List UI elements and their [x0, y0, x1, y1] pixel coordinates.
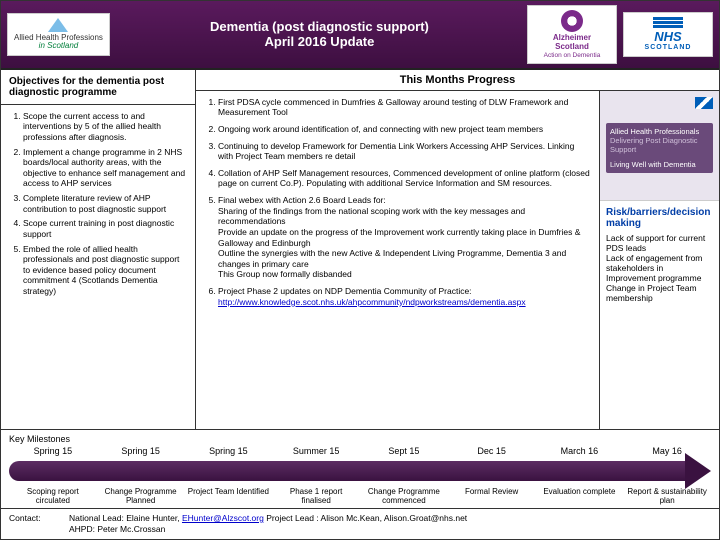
objective-item: Scope current training in post diagnosti… — [23, 218, 187, 239]
progress-item5-lead: Final webex with Action 2.6 Board Leads … — [218, 195, 386, 205]
contact-row: Contact: National Lead: Elaine Hunter, E… — [1, 508, 719, 539]
ms-label: Project Team Identified — [185, 488, 273, 506]
logo-ahp-sub: in Scotland — [14, 42, 103, 51]
progress-item5-line: Outline the synergies with the new Activ… — [218, 248, 566, 269]
progress-item5-line: This Group now formally disbanded — [218, 269, 352, 279]
ms-label: Scoping report circulated — [9, 488, 97, 506]
content-row: Objectives for the dementia post diagnos… — [1, 70, 719, 430]
logo-alzheimer: Alzheimer Scotland Action on Dementia — [527, 5, 617, 64]
objective-item: Implement a change programme in 2 NHS bo… — [23, 147, 187, 190]
triangle-icon — [48, 18, 68, 32]
alz-bot: Scotland — [534, 43, 610, 52]
contact-natlead-name: Elaine Hunter, — [126, 513, 179, 523]
contact-ahpd-label: AHPD: — [69, 524, 95, 534]
progress-list: First PDSA cycle commenced in Dumfries &… — [196, 91, 599, 430]
logo-nhs: NHS SCOTLAND — [623, 12, 713, 57]
nhs-text: NHS — [630, 30, 706, 44]
nhs-sub: SCOTLAND — [630, 44, 706, 52]
ms-date: Spring 15 — [185, 446, 273, 456]
ms-label: Change Programme Planned — [97, 488, 185, 506]
ms-date: Sept 15 — [360, 446, 448, 456]
progress-item: Final webex with Action 2.6 Board Leads … — [218, 195, 591, 280]
progress-heading: This Months Progress — [196, 70, 719, 91]
progress-item6-lead: Project Phase 2 updates on NDP Dementia … — [218, 286, 472, 296]
progress-item5-line: Sharing of the findings from the nationa… — [218, 206, 525, 227]
progress-item5-line: Provide an update on the progress of the… — [218, 227, 580, 248]
title-line1: Dementia (post diagnostic support) — [118, 19, 521, 35]
ms-date: Dec 15 — [448, 446, 536, 456]
contact-email-link[interactable]: EHunter@Alzscot.org — [182, 513, 264, 523]
risk-title: Risk/barriers/decision making — [606, 207, 713, 229]
side-img-text1: Allied Health Professionals — [610, 127, 709, 136]
objectives-list: Scope the current access to and interven… — [9, 111, 187, 297]
milestone-labels-row: Scoping report circulated Change Program… — [9, 488, 711, 506]
alz-tag: Action on Dementia — [534, 52, 610, 59]
risk-panel: Risk/barriers/decision making Lack of su… — [600, 201, 719, 309]
side-img-text3: Living Well with Dementia — [610, 160, 709, 169]
progress-item: Project Phase 2 updates on NDP Dementia … — [218, 286, 591, 307]
nhs-bars-icon — [630, 17, 706, 28]
objective-item: Embed the role of allied health professi… — [23, 244, 187, 297]
objective-item: Scope the current access to and interven… — [23, 111, 187, 143]
contact-label: Contact: — [9, 513, 69, 535]
milestone-dates-row: Spring 15 Spring 15 Spring 15 Summer 15 … — [9, 446, 711, 456]
title-line2: April 2016 Update — [118, 34, 521, 50]
right-area: This Months Progress First PDSA cycle co… — [196, 70, 719, 430]
progress-link[interactable]: http://www.knowledge.scot.nhs.uk/ahpcomm… — [218, 297, 526, 307]
risk-body: Lack of support for current PDS leads La… — [606, 233, 713, 303]
logo-ahp: Allied Health Professions in Scotland — [7, 13, 110, 57]
objective-item: Complete literature review of AHP contri… — [23, 193, 187, 214]
progress-item: Continuing to develop Framework for Deme… — [218, 141, 591, 162]
ms-date: Spring 15 — [97, 446, 185, 456]
progress-row: First PDSA cycle commenced in Dumfries &… — [196, 91, 719, 430]
ms-label: Phase 1 report finalised — [272, 488, 360, 506]
contact-content: National Lead: Elaine Hunter, EHunter@Al… — [69, 513, 467, 535]
objectives-body: Scope the current access to and interven… — [1, 105, 195, 430]
arrow-body — [9, 461, 685, 481]
header-bar: Allied Health Professions in Scotland De… — [1, 1, 719, 70]
progress-item: Ongoing work around identification of, a… — [218, 124, 591, 135]
page-title: Dementia (post diagnostic support) April… — [118, 19, 521, 50]
arrow-head-icon — [685, 453, 711, 489]
milestones-title: Key Milestones — [9, 434, 711, 444]
milestones-panel: Key Milestones Spring 15 Spring 15 Sprin… — [1, 429, 719, 508]
daisy-icon — [561, 10, 583, 32]
progress-item: Collation of AHP Self Management resourc… — [218, 168, 591, 189]
ms-date: Spring 15 — [9, 446, 97, 456]
side-img-text2: Delivering Post Diagnostic Support — [610, 136, 709, 154]
timeline-arrow — [9, 458, 711, 484]
ms-label: Report & sustainability plan — [623, 488, 711, 506]
objectives-col: Objectives for the dementia post diagnos… — [1, 70, 196, 430]
scotland-flag-icon — [606, 97, 713, 109]
page: Allied Health Professions in Scotland De… — [0, 0, 720, 540]
ms-date: March 16 — [536, 446, 624, 456]
objectives-heading: Objectives for the dementia post diagnos… — [1, 70, 195, 105]
side-image-panel: Allied Health Professionals Delivering P… — [600, 91, 719, 201]
progress-item: First PDSA cycle commenced in Dumfries &… — [218, 97, 591, 118]
ms-label: Evaluation complete — [536, 488, 624, 506]
ms-label: Change Programme commenced — [360, 488, 448, 506]
ms-label: Formal Review — [448, 488, 536, 506]
right-side-col: Allied Health Professionals Delivering P… — [599, 91, 719, 430]
ms-date: Summer 15 — [272, 446, 360, 456]
contact-ahpd-name: Peter Mc.Crossan — [97, 524, 165, 534]
contact-natlead-label: National Lead: — [69, 513, 124, 523]
contact-projlead: Project Lead : Alison Mc.Kean, Alison.Gr… — [266, 513, 467, 523]
